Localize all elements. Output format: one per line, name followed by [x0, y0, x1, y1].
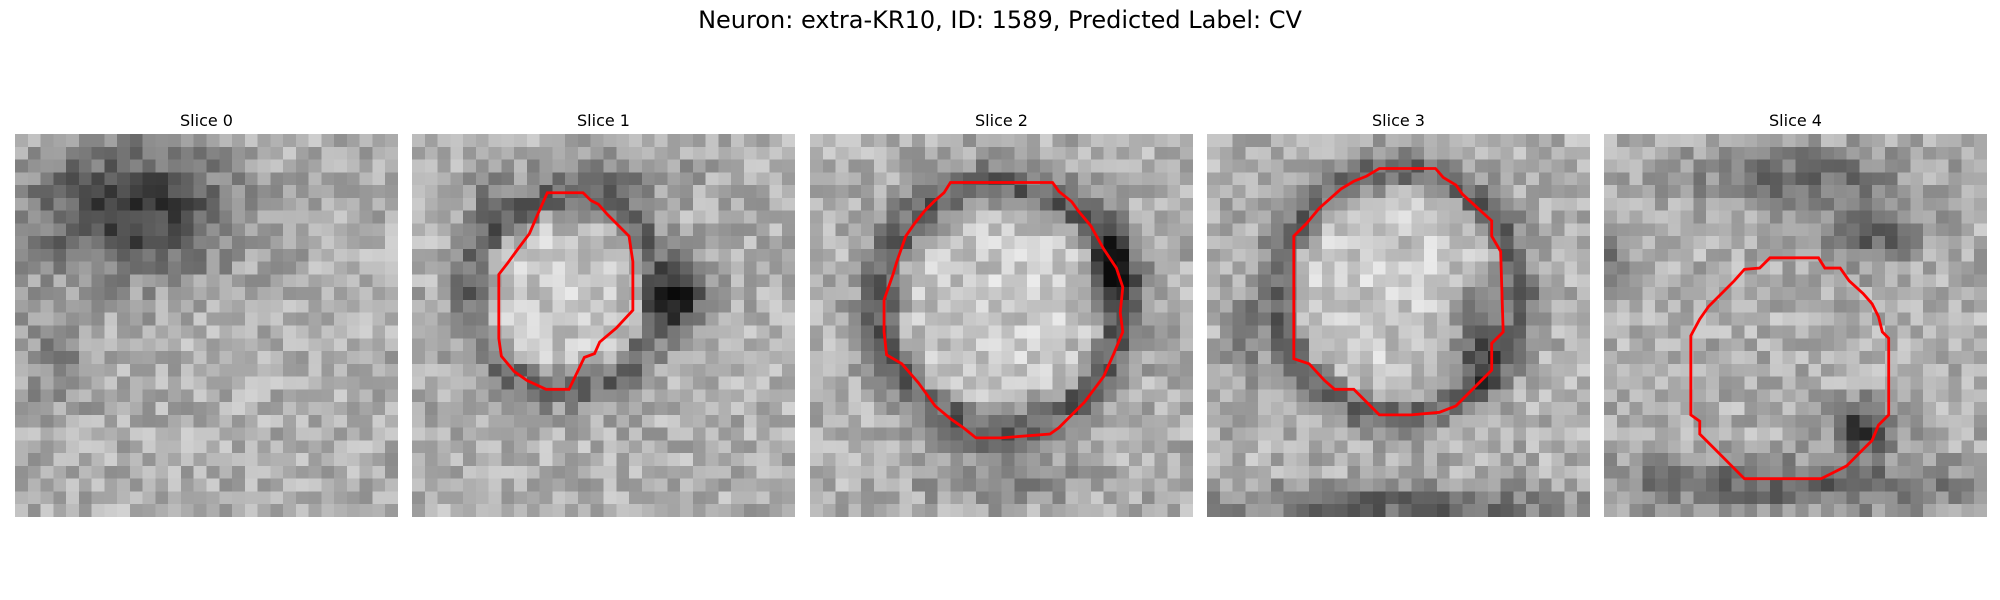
slice-title-0: Slice 0 [180, 111, 233, 130]
slice-panel-3: Slice 3 [1207, 108, 1590, 517]
em-pixel-grid-2 [810, 134, 1193, 517]
em-pixel-grid-4 [1604, 134, 1987, 517]
slice-image-3 [1207, 134, 1590, 517]
slice-panel-4: Slice 4 [1604, 108, 1987, 517]
slice-image-0 [15, 134, 398, 517]
em-pixel-grid-0 [15, 134, 398, 517]
slice-title-3: Slice 3 [1372, 111, 1425, 130]
segmentation-contour-3 [1292, 167, 1505, 417]
segmentation-contour-1 [497, 191, 635, 391]
slice-panel-2: Slice 2 [810, 108, 1193, 517]
em-pixel-grid-1 [412, 134, 795, 517]
em-pixel-grid-3 [1207, 134, 1590, 517]
slice-title-2: Slice 2 [975, 111, 1028, 130]
slice-panel-0: Slice 0 [15, 108, 398, 517]
slice-title-4: Slice 4 [1769, 111, 1822, 130]
slice-panel-1: Slice 1 [412, 108, 795, 517]
slice-title-1: Slice 1 [577, 111, 630, 130]
slice-image-4 [1604, 134, 1987, 517]
slice-image-2 [810, 134, 1193, 517]
segmentation-contour-2 [882, 181, 1125, 440]
segmentation-contour-4 [1689, 256, 1891, 481]
figure-title: Neuron: extra-KR10, ID: 1589, Predicted … [698, 6, 1302, 34]
slice-image-1 [412, 134, 795, 517]
